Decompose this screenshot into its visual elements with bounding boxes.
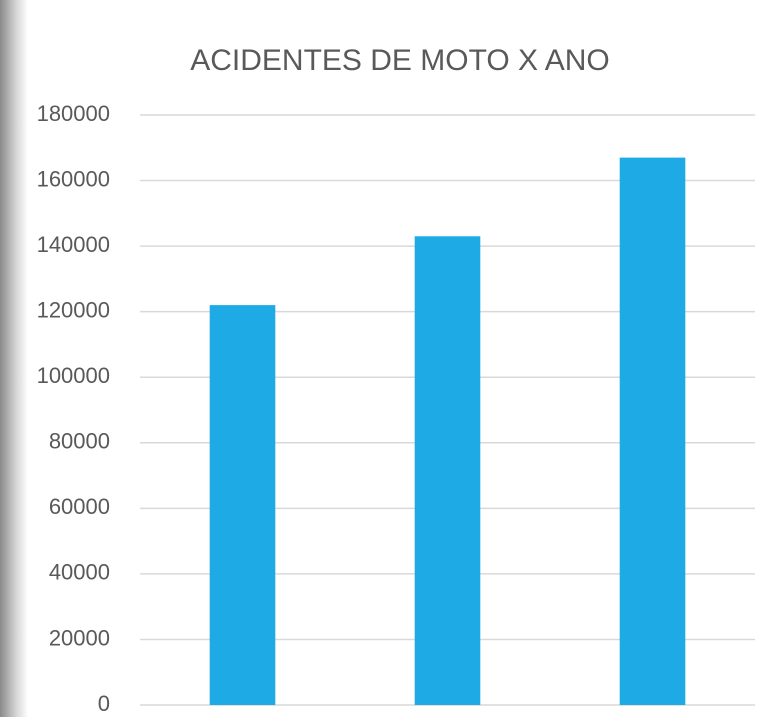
y-tick-label: 40000 <box>49 560 110 585</box>
y-tick-label: 20000 <box>49 625 110 650</box>
y-tick-label: 80000 <box>49 429 110 454</box>
y-tick-label: 160000 <box>37 166 110 191</box>
bar <box>414 236 481 705</box>
edge-shadow <box>0 0 28 717</box>
bar <box>209 305 276 705</box>
y-tick-label: 60000 <box>49 494 110 519</box>
y-tick-label: 0 <box>98 691 110 716</box>
y-tick-label: 100000 <box>37 363 110 388</box>
y-tick-label: 180000 <box>37 101 110 126</box>
y-tick-label: 120000 <box>37 297 110 322</box>
y-tick-label: 140000 <box>37 232 110 257</box>
chart-title: ACIDENTES DE MOTO X ANO <box>190 44 610 77</box>
bar <box>619 157 686 706</box>
